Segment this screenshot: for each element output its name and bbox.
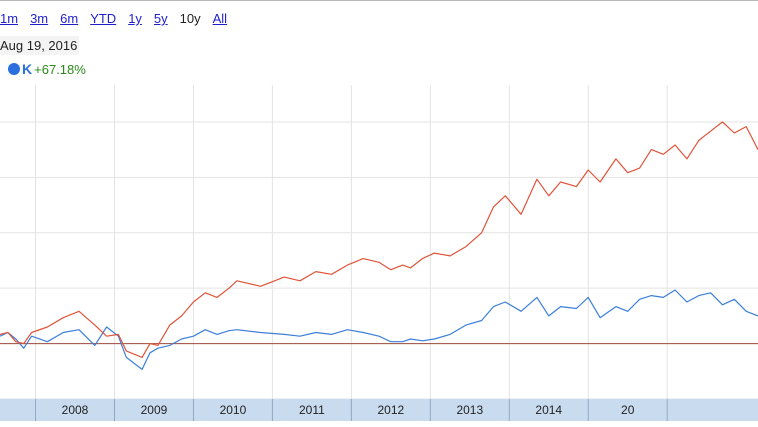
- range-link-1y[interactable]: 1y: [128, 11, 142, 26]
- legend-change: +67.18%: [34, 61, 86, 77]
- x-tick-label: 20: [621, 403, 635, 417]
- x-tick-label: 2013: [456, 403, 483, 417]
- range-link-1m[interactable]: 1m: [0, 11, 19, 26]
- range-link-all[interactable]: All: [212, 11, 228, 26]
- range-link-5y[interactable]: 5y: [153, 11, 168, 26]
- date-label: Aug 19, 2016: [0, 36, 80, 55]
- x-axis-band: [0, 399, 758, 421]
- range-link-6m[interactable]: 6m: [60, 11, 79, 26]
- series-line-0: [0, 289, 758, 370]
- series-line-1: [0, 121, 758, 358]
- legend: K +67.18%: [0, 61, 86, 77]
- x-tick-label: 2010: [220, 403, 247, 417]
- range-link-ytd[interactable]: YTD: [90, 11, 117, 26]
- x-tick-label: 2011: [299, 403, 325, 417]
- x-tick-label: 2014: [535, 403, 562, 417]
- series-dot-icon: [8, 63, 20, 75]
- range-link-3m[interactable]: 3m: [30, 11, 49, 26]
- range-link-10y[interactable]: 10y: [179, 11, 201, 26]
- x-tick-label: 2008: [62, 403, 89, 417]
- x-tick-label: 2009: [141, 403, 168, 417]
- legend-symbol: K: [22, 61, 33, 77]
- x-tick-label: 2012: [377, 403, 404, 417]
- range-selector: 1m 3m 6m YTD 1y 5y 10y All: [0, 11, 239, 31]
